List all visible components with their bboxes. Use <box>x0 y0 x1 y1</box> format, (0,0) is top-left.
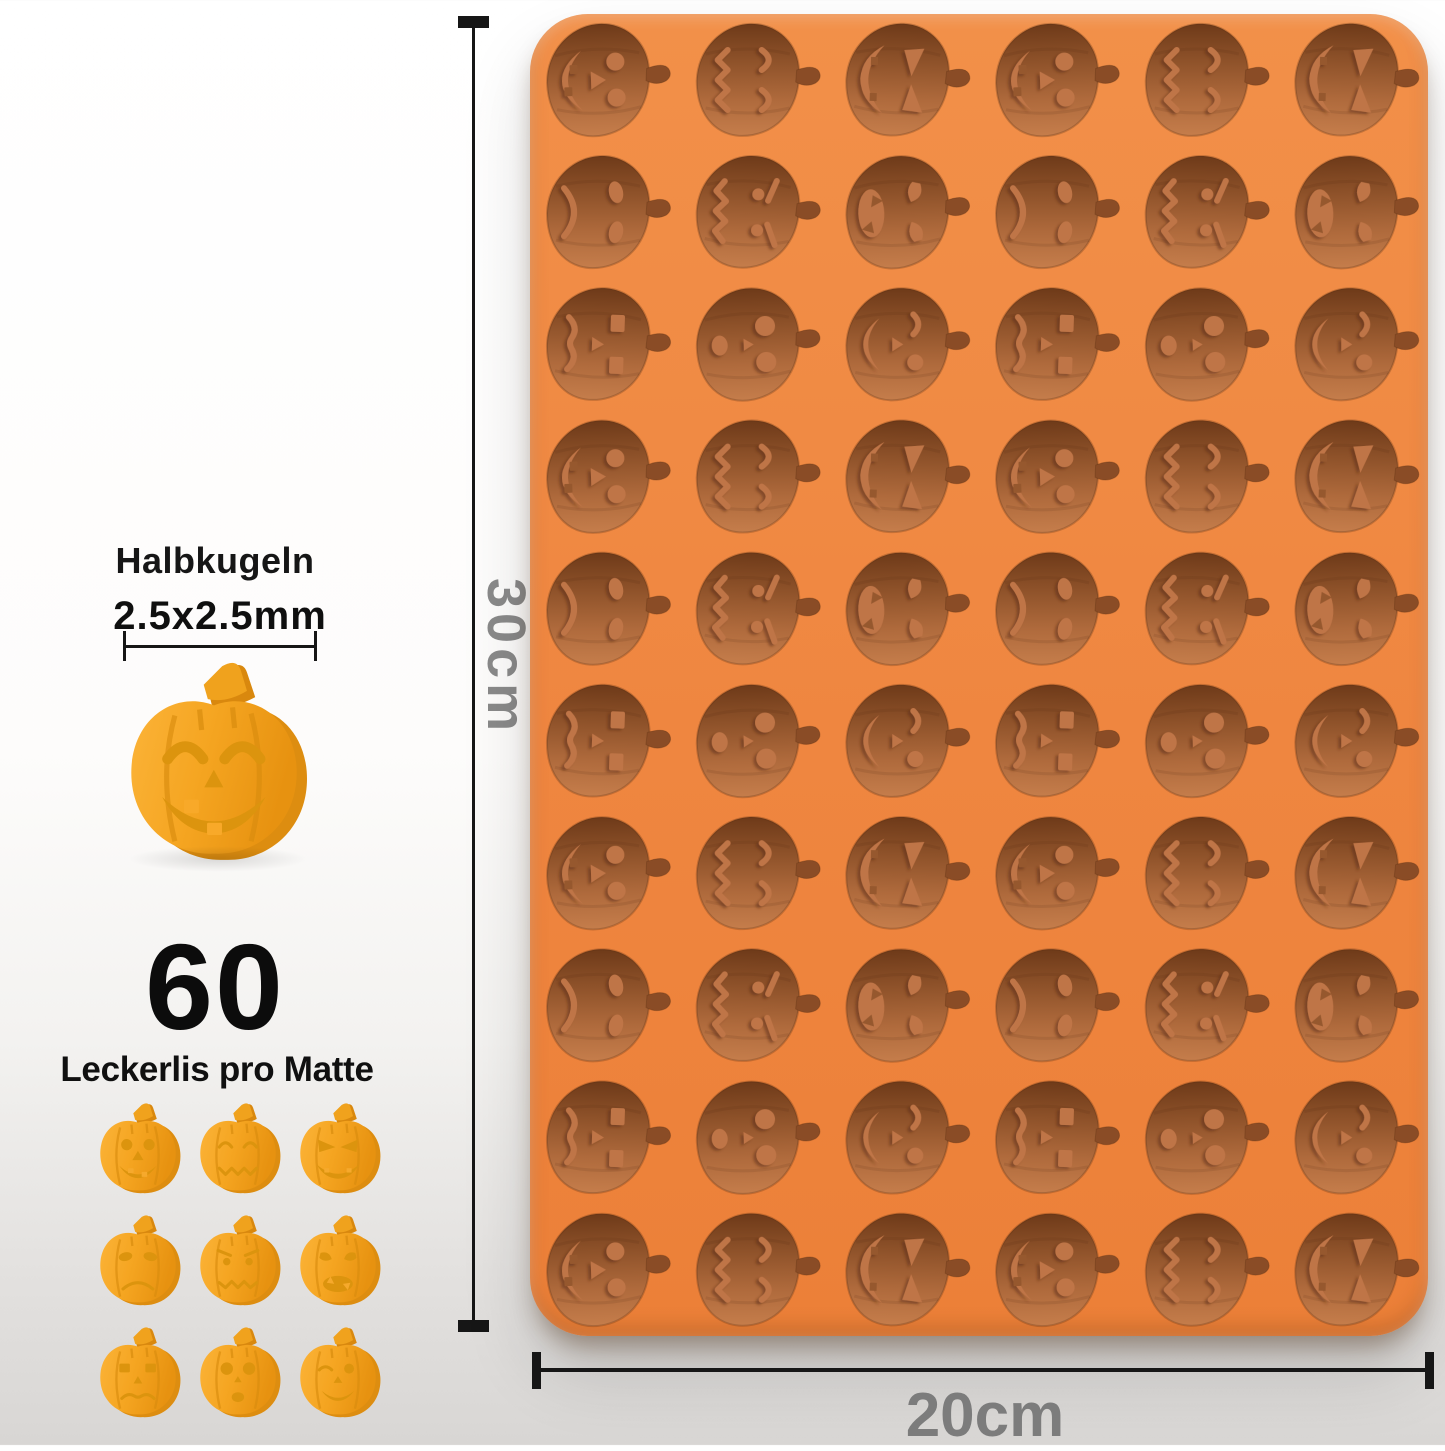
silicone-mold <box>530 14 1428 1336</box>
mold-cavity <box>695 947 822 1063</box>
mold-cavity <box>996 156 1119 268</box>
mold-cavity <box>1144 551 1271 667</box>
sample-pumpkin-icon <box>100 1327 180 1417</box>
hero-pumpkin-shadow <box>128 846 308 872</box>
mold-cavity <box>697 1214 820 1326</box>
mold-cavity <box>1293 815 1420 931</box>
sample-pumpkin-icon <box>300 1103 380 1193</box>
sample-pumpkin-icon <box>300 1327 380 1417</box>
mold-cavity <box>1146 24 1269 136</box>
width-dimension-label: 20cm <box>860 1380 1110 1451</box>
mold-cavity <box>1293 22 1420 138</box>
mold-cavity <box>545 286 672 402</box>
mold-cavity <box>695 683 822 799</box>
width-dimension-cap-right <box>1425 1352 1434 1389</box>
mold-cavity <box>844 815 971 931</box>
mold-cavity <box>547 553 670 665</box>
mold-cavity <box>697 817 820 929</box>
mold-cavity <box>846 288 969 400</box>
mold-cavity <box>994 1211 1121 1327</box>
mold-cavity <box>846 685 969 797</box>
mold-cavity <box>547 156 670 268</box>
height-dimension-cap-bottom <box>458 1320 489 1332</box>
mold-cavity <box>1295 685 1418 797</box>
mold-cavity <box>697 24 820 136</box>
mold-cavity <box>1144 286 1271 402</box>
mold-cavity <box>994 815 1121 931</box>
mold-cavity <box>545 815 672 931</box>
mold-cavity <box>1144 947 1271 1063</box>
ruler-tick-right <box>314 631 317 661</box>
mold-cavity <box>1293 154 1420 270</box>
width-dimension-cap-left <box>532 1352 541 1389</box>
mold-cavity <box>846 1081 969 1193</box>
mold-cavity <box>1293 418 1420 534</box>
mold-cavity <box>545 1211 672 1327</box>
mold-cavity <box>996 949 1119 1061</box>
sample-pumpkin-icon <box>100 1103 180 1193</box>
sample-pumpkin-icon <box>300 1215 380 1305</box>
mold-cavity <box>994 683 1121 799</box>
mold-cavity <box>545 418 672 534</box>
sample-pumpkin-icon <box>100 1215 180 1305</box>
mold-cavity <box>1146 1214 1269 1326</box>
mold-cavity <box>545 22 672 138</box>
mold-cavity <box>844 154 971 270</box>
count-caption: Leckerlis pro Matte <box>43 1050 391 1090</box>
mold-cavity <box>695 286 822 402</box>
mold-cavity <box>1146 817 1269 929</box>
mold-cavity <box>844 947 971 1063</box>
mold-cavity <box>1293 947 1420 1063</box>
mold-cavity <box>1293 550 1420 666</box>
width-dimension-line <box>537 1368 1429 1372</box>
cavity-shape-label: Halbkugeln <box>60 540 370 582</box>
mold-cavity <box>844 550 971 666</box>
mold-cavity <box>545 1079 672 1195</box>
mold-cavity <box>547 949 670 1061</box>
mold-cavity <box>695 1079 822 1195</box>
height-dimension-cap-top <box>458 16 489 28</box>
mold-cavity <box>844 1212 971 1328</box>
mold-cavity <box>1295 288 1418 400</box>
mold-cavity <box>996 553 1119 665</box>
mold-cavity <box>695 551 822 667</box>
mold-cavity <box>1293 1212 1420 1328</box>
mold-cavity <box>844 418 971 534</box>
mold-cavity <box>994 22 1121 138</box>
sample-pumpkin-icon <box>200 1215 280 1305</box>
sample-pumpkin-icon <box>200 1103 280 1193</box>
mold-cavity <box>695 154 822 270</box>
mold-cavity <box>1295 1081 1418 1193</box>
height-dimension-label: 30cm <box>475 578 537 736</box>
mold-cavity <box>844 22 971 138</box>
ruler-line <box>123 645 317 648</box>
mold-cavity <box>994 1079 1121 1195</box>
mold-cavity <box>1146 420 1269 532</box>
size-ruler <box>123 631 317 661</box>
mold-cavity <box>697 420 820 532</box>
mold-cavity <box>994 286 1121 402</box>
mold-cavity-grid <box>530 14 1428 1336</box>
count-value: 60 <box>60 926 370 1048</box>
hero-pumpkin-icon <box>108 660 320 866</box>
mold-cavity <box>1144 1079 1271 1195</box>
sample-pumpkin-icon <box>200 1327 280 1417</box>
mold-cavity <box>1144 683 1271 799</box>
mold-cavity <box>994 418 1121 534</box>
mold-cavity <box>1144 154 1271 270</box>
mold-cavity <box>545 683 672 799</box>
sample-pumpkin-grid <box>88 1098 386 1432</box>
